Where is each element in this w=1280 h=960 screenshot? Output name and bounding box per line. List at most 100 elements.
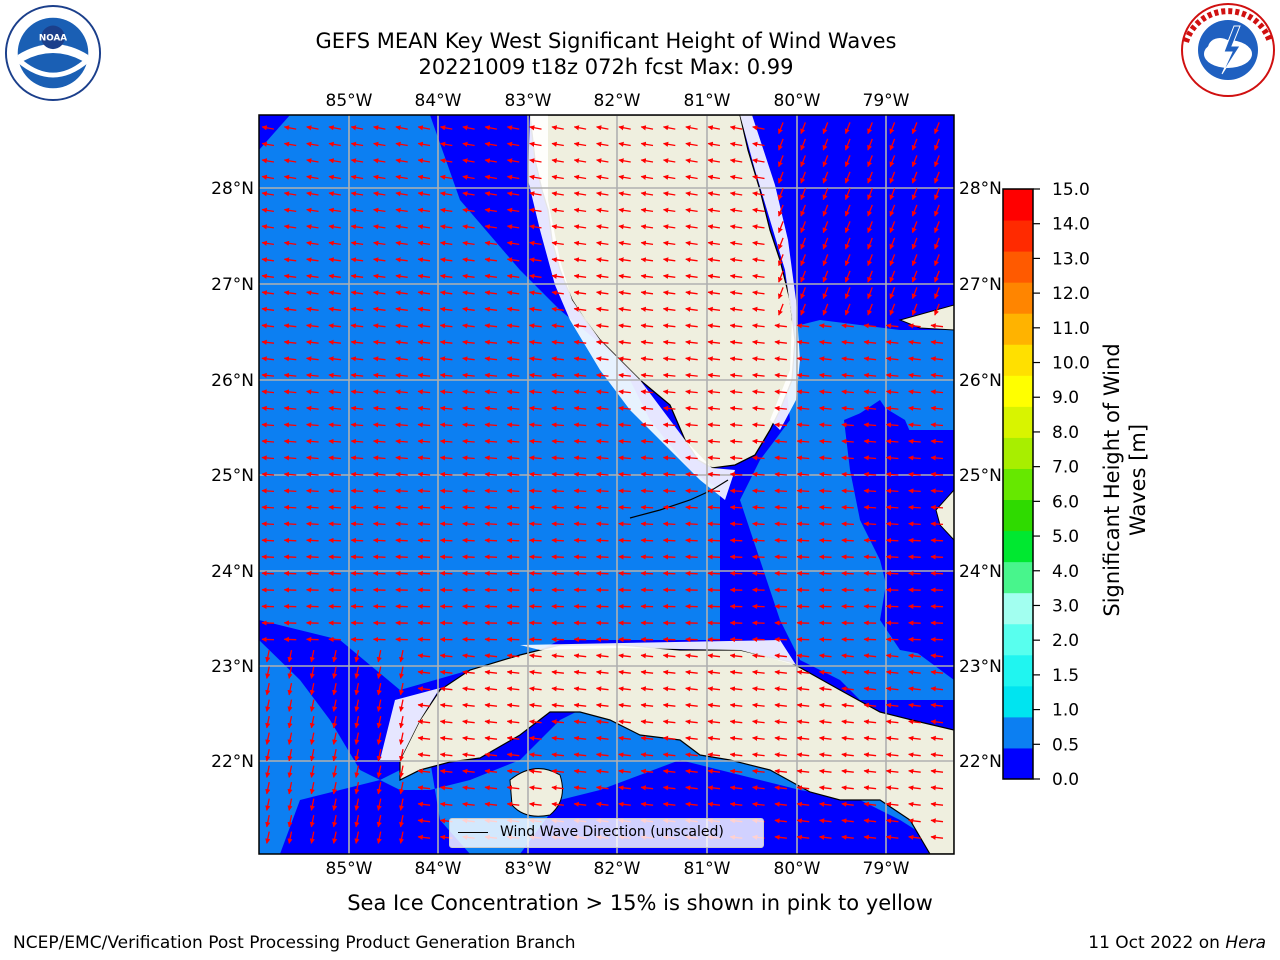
wave-direction-arrow bbox=[373, 191, 386, 197]
wave-direction-arrow bbox=[752, 372, 765, 378]
wave-direction-arrow bbox=[685, 240, 698, 246]
wave-direction-arrow bbox=[777, 171, 784, 184]
wave-direction-arrow bbox=[350, 158, 364, 164]
wave-direction-arrow bbox=[506, 537, 520, 544]
wave-direction-arrow bbox=[685, 207, 698, 213]
wave-direction-arrow bbox=[529, 240, 542, 246]
wave-direction-arrow bbox=[306, 554, 319, 560]
wave-direction-arrow bbox=[417, 702, 431, 708]
wave-direction-arrow bbox=[841, 504, 854, 511]
wave-direction-arrow bbox=[529, 257, 542, 263]
wave-direction-arrow bbox=[885, 735, 899, 741]
wave-direction-arrow bbox=[885, 422, 899, 428]
wave-direction-arrow bbox=[529, 735, 542, 741]
wave-direction-arrow bbox=[774, 719, 787, 725]
wave-direction-arrow bbox=[354, 649, 360, 663]
wave-direction-arrow bbox=[283, 290, 297, 296]
wave-direction-arrow bbox=[398, 748, 405, 762]
lon-tick-top: 82°W bbox=[594, 91, 641, 111]
wave-direction-arrow bbox=[306, 323, 319, 329]
wave-direction-arrow bbox=[752, 438, 765, 444]
wave-direction-arrow bbox=[662, 537, 676, 544]
wave-direction-arrow bbox=[484, 240, 497, 246]
wave-direction-arrow bbox=[774, 488, 787, 494]
wave-direction-arrow bbox=[707, 504, 721, 511]
wave-direction-arrow bbox=[306, 405, 319, 411]
wave-direction-arrow bbox=[863, 653, 877, 659]
wave-direction-arrow bbox=[328, 240, 341, 246]
wave-direction-arrow bbox=[841, 570, 854, 577]
wave-direction-arrow bbox=[328, 191, 341, 197]
wave-direction-arrow bbox=[551, 290, 564, 296]
wave-direction-arrow bbox=[729, 191, 743, 197]
wave-direction-arrow bbox=[484, 455, 498, 461]
wave-direction-arrow bbox=[283, 257, 297, 263]
wave-direction-arrow bbox=[462, 669, 475, 675]
wave-direction-arrow bbox=[685, 273, 698, 279]
wave-direction-arrow bbox=[908, 752, 921, 758]
wave-direction-arrow bbox=[729, 455, 743, 461]
wave-direction-arrow bbox=[796, 653, 810, 659]
wave-direction-arrow bbox=[908, 488, 921, 494]
wave-direction-arrow bbox=[774, 669, 787, 675]
wave-direction-arrow bbox=[863, 422, 877, 428]
wave-direction-arrow bbox=[822, 171, 829, 184]
wave-direction-arrow bbox=[841, 455, 854, 461]
colorbar-segment bbox=[1003, 747, 1033, 780]
wave-direction-arrow bbox=[800, 188, 807, 201]
wave-direction-arrow bbox=[283, 191, 297, 197]
wave-direction-arrow bbox=[306, 125, 319, 131]
wave-direction-arrow bbox=[662, 405, 676, 411]
wave-direction-arrow bbox=[662, 686, 676, 692]
colorbar-tick-label: 9.0 bbox=[1052, 388, 1079, 408]
wave-direction-arrow bbox=[841, 537, 854, 544]
wave-direction-arrow bbox=[800, 204, 807, 217]
wave-direction-arrow bbox=[774, 554, 787, 560]
wave-direction-arrow bbox=[376, 699, 382, 712]
colorbar-segment bbox=[1003, 406, 1033, 438]
colorbar-tick-label: 13.0 bbox=[1052, 249, 1090, 269]
wave-direction-arrow bbox=[707, 488, 721, 494]
wave-direction-arrow bbox=[662, 669, 676, 675]
wave-direction-arrow bbox=[908, 735, 921, 741]
wave-direction-arrow bbox=[398, 649, 405, 663]
lon-tick-bottom: 79°W bbox=[863, 859, 910, 879]
wave-direction-arrow bbox=[796, 669, 810, 675]
wave-direction-arrow bbox=[885, 405, 899, 411]
wave-direction-arrow bbox=[844, 254, 851, 267]
wave-direction-arrow bbox=[818, 702, 832, 708]
wave-direction-arrow bbox=[595, 455, 609, 461]
wave-direction-arrow bbox=[462, 768, 475, 774]
wave-direction-arrow bbox=[261, 554, 275, 560]
wave-direction-arrow bbox=[618, 141, 631, 147]
wave-direction-arrow bbox=[729, 735, 743, 741]
wave-direction-arrow bbox=[372, 422, 386, 428]
wave-direction-arrow bbox=[640, 240, 654, 246]
wave-direction-arrow bbox=[640, 438, 654, 444]
wave-direction-arrow bbox=[707, 306, 721, 312]
wave-direction-arrow bbox=[306, 521, 319, 527]
wave-direction-arrow bbox=[354, 666, 360, 679]
wave-direction-arrow bbox=[685, 488, 698, 494]
wave-direction-arrow bbox=[350, 570, 364, 577]
wave-direction-arrow bbox=[595, 686, 609, 692]
wave-direction-arrow bbox=[662, 339, 676, 345]
wave-direction-arrow bbox=[640, 125, 654, 131]
wave-direction-arrow bbox=[662, 306, 676, 312]
wave-direction-arrow bbox=[372, 570, 386, 577]
wave-direction-arrow bbox=[506, 141, 520, 147]
wave-direction-arrow bbox=[618, 422, 631, 428]
wave-direction-arrow bbox=[462, 125, 475, 131]
lat-tick-left: 23°N bbox=[211, 657, 254, 677]
wave-direction-arrow bbox=[484, 422, 498, 428]
wave-direction-arrow bbox=[707, 719, 721, 725]
wave-direction-arrow bbox=[328, 570, 341, 577]
wave-direction-arrow bbox=[332, 715, 338, 729]
wave-direction-arrow bbox=[398, 732, 405, 745]
wave-direction-arrow bbox=[774, 323, 787, 329]
lat-tick-right: 22°N bbox=[959, 752, 1002, 772]
lon-tick-bottom: 85°W bbox=[326, 859, 373, 879]
wave-direction-arrow bbox=[595, 768, 609, 774]
wave-direction-arrow bbox=[777, 204, 784, 217]
